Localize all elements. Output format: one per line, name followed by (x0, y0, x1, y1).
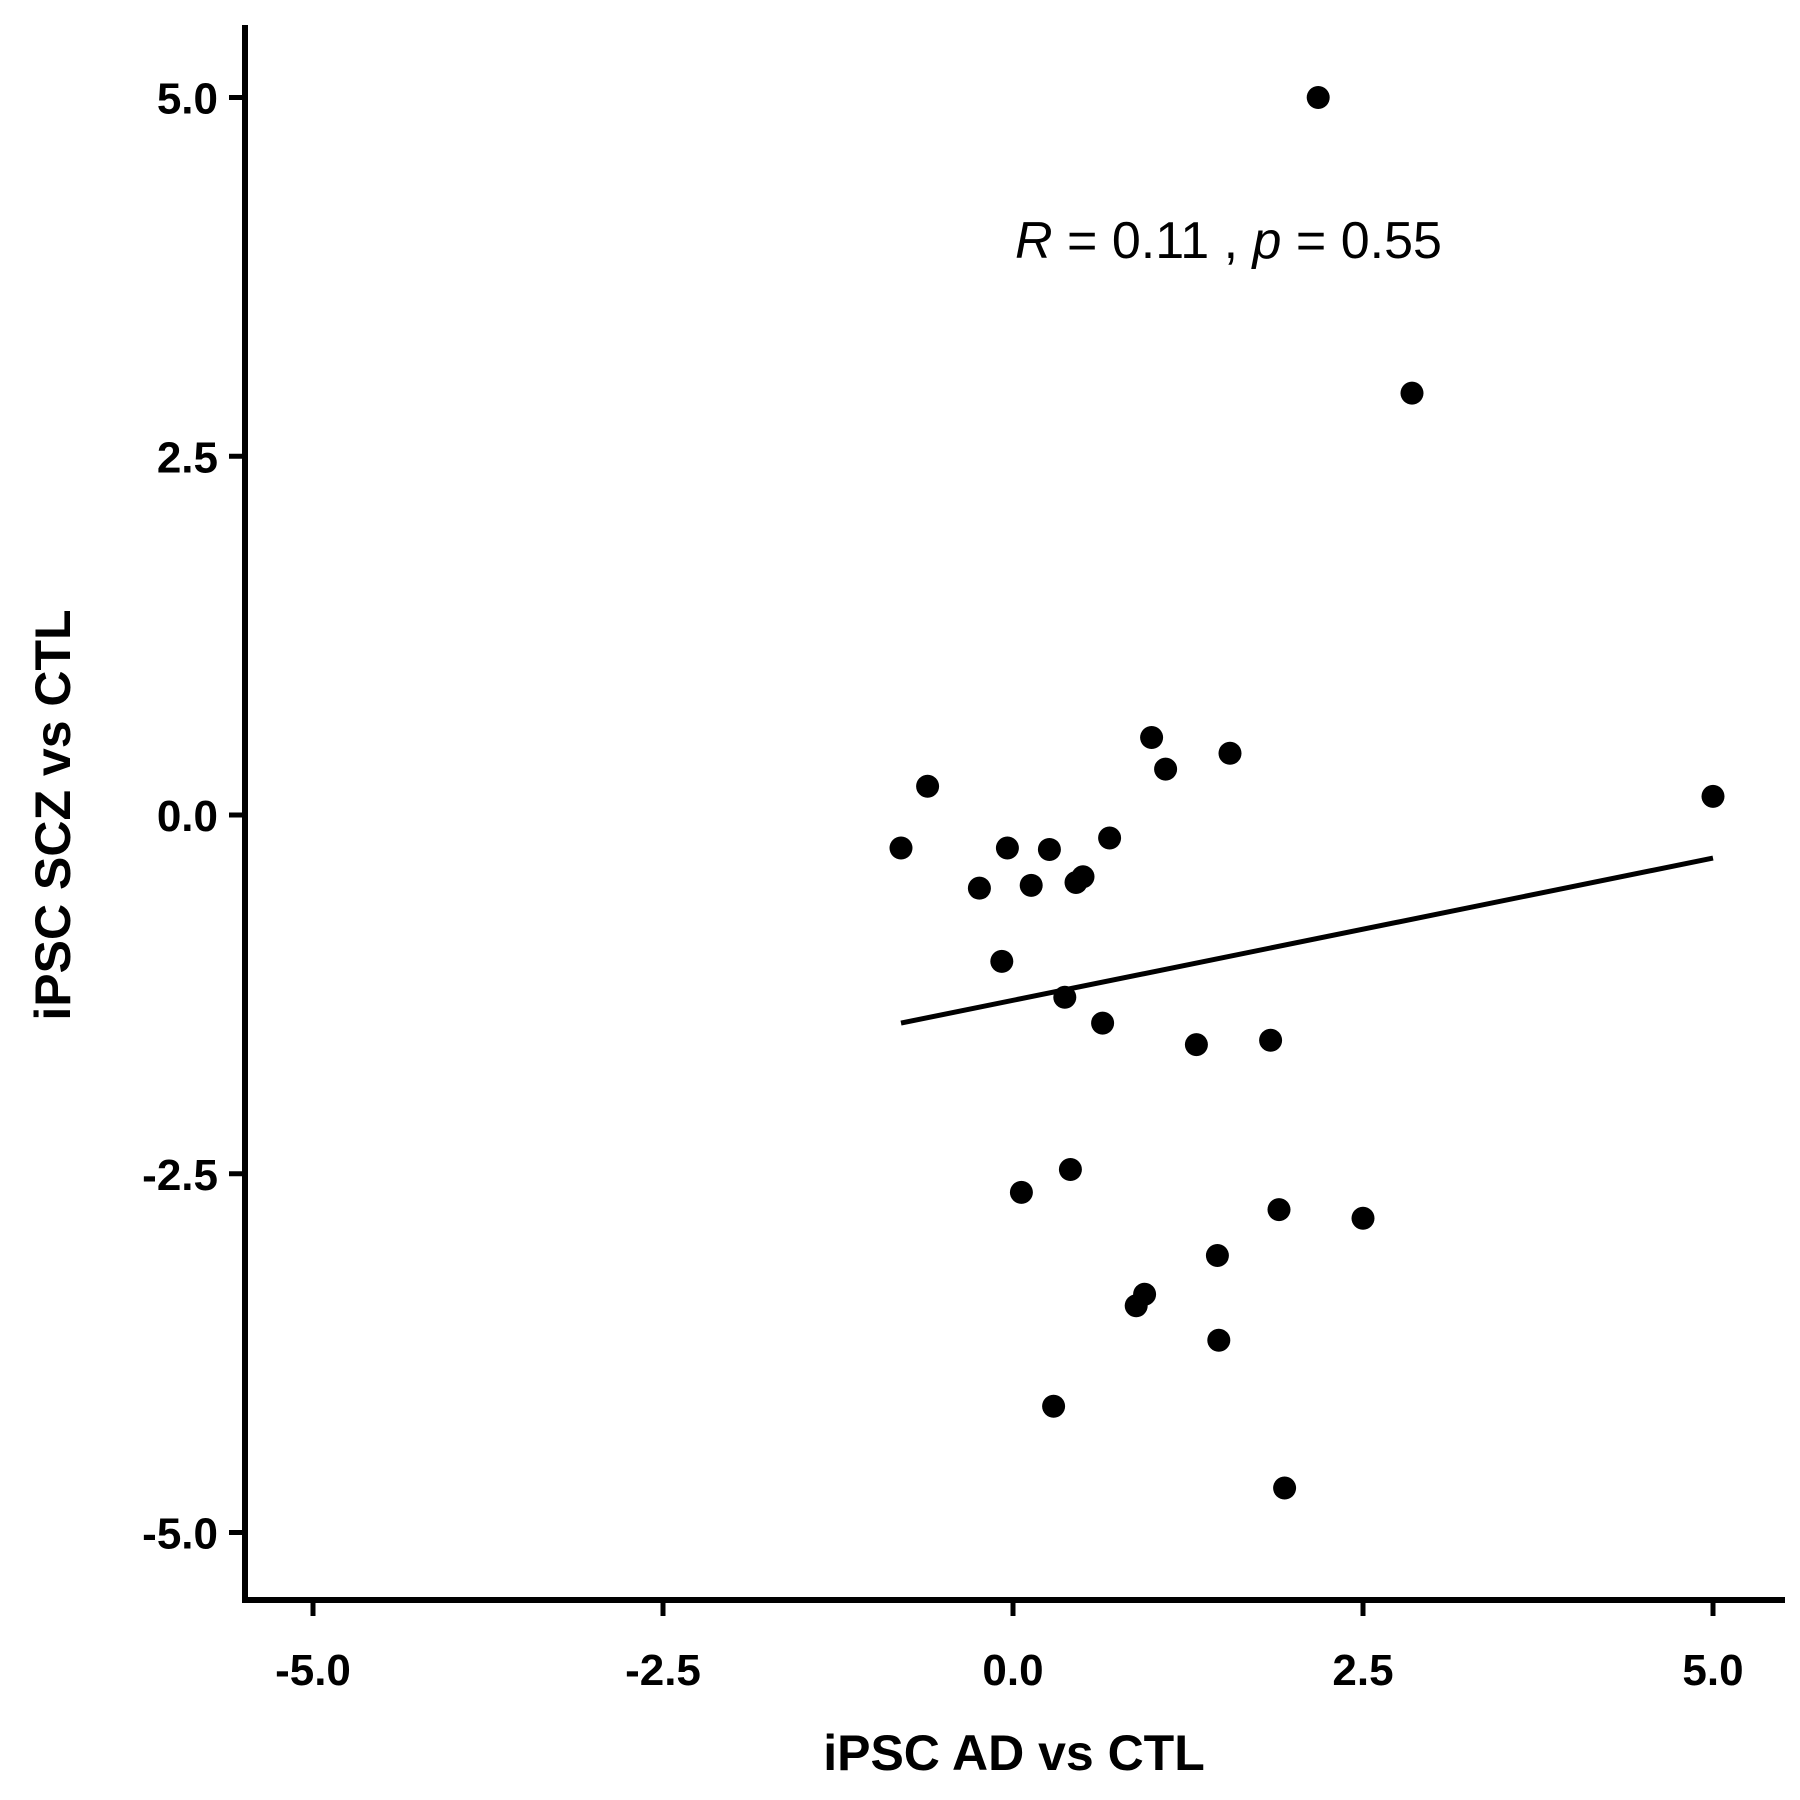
data-point (1351, 1206, 1375, 1230)
x-tick-label: -2.5 (625, 1646, 701, 1695)
regression-line (900, 855, 1714, 1026)
data-point (1259, 1028, 1283, 1052)
y-tick-label: -5.0 (142, 1510, 218, 1559)
p-value: = 0.55 (1281, 212, 1441, 270)
data-point (1124, 1294, 1148, 1318)
y-axis-ticks: -5.0 -2.5 0.0 2.5 5.0 (142, 75, 245, 1559)
data-point (1071, 865, 1095, 889)
r-symbol: R (1015, 212, 1053, 270)
data-point (1058, 1157, 1082, 1181)
data-point (995, 836, 1019, 860)
p-symbol: p (1251, 212, 1282, 270)
data-point (1009, 1180, 1033, 1204)
data-point (916, 774, 940, 798)
y-axis-title: iPSC SCZ vs CTL (25, 609, 81, 1020)
data-point (1207, 1328, 1231, 1352)
x-tick-label: 2.5 (1332, 1646, 1393, 1695)
data-point (1205, 1244, 1229, 1268)
data-point (1273, 1476, 1297, 1500)
data-point (889, 836, 913, 860)
data-point (1019, 873, 1043, 897)
data-point (1267, 1198, 1291, 1222)
data-point (1154, 757, 1178, 781)
x-tick-label: 0.0 (982, 1646, 1043, 1695)
x-tick-label: -5.0 (275, 1646, 351, 1695)
data-point (1042, 1394, 1066, 1418)
y-tick-label: 2.5 (157, 433, 218, 482)
data-point (1306, 86, 1330, 109)
data-point (1098, 826, 1122, 850)
data-point (1218, 741, 1242, 765)
y-tick-label: 5.0 (157, 75, 218, 124)
data-point (1400, 381, 1424, 405)
data-point (990, 949, 1014, 973)
r-value: = 0.11 , (1053, 212, 1253, 270)
data-point (1091, 1011, 1115, 1035)
x-axis-title: iPSC AD vs CTL (823, 1725, 1205, 1781)
y-tick-label: 0.0 (157, 792, 218, 841)
data-point (1701, 784, 1725, 808)
data-point (1140, 726, 1164, 750)
x-tick-label: 5.0 (1682, 1646, 1743, 1695)
data-points (889, 86, 1725, 1500)
data-point (967, 876, 991, 900)
y-tick-label: -2.5 (142, 1151, 218, 1200)
data-point (1037, 837, 1061, 861)
x-axis-ticks: -5.0 -2.5 0.0 2.5 5.0 (275, 1600, 1744, 1695)
correlation-annotation: R = 0.11 , p = 0.55 (1015, 212, 1442, 270)
data-point (1184, 1033, 1208, 1057)
